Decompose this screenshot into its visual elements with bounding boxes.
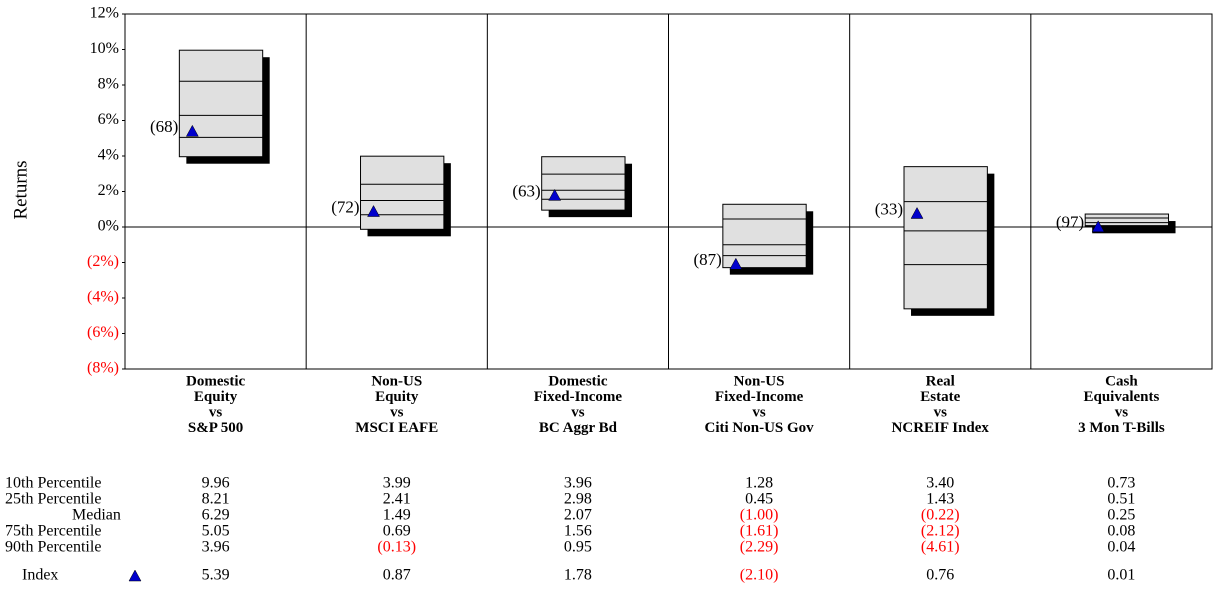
table-value: 1.78 xyxy=(564,567,592,584)
index-marker xyxy=(910,206,924,219)
category-label: Fixed-Income xyxy=(715,389,804,405)
table-value: (2.10) xyxy=(740,567,779,584)
category-label: vs xyxy=(209,404,223,420)
row-label: Index xyxy=(22,567,58,584)
table-value: 0.73 xyxy=(1107,475,1135,492)
index-marker xyxy=(1091,220,1105,233)
index-marker xyxy=(548,188,562,201)
rank-label: (72) xyxy=(331,197,359,216)
y-tick-label: 2% xyxy=(98,182,119,199)
category-label: Estate xyxy=(920,389,960,405)
table-value: (0.22) xyxy=(921,507,960,524)
table-value: 0.01 xyxy=(1107,567,1135,584)
category-label: 3 Mon T-Bills xyxy=(1078,420,1165,436)
box xyxy=(360,155,445,230)
category-label: Equity xyxy=(194,389,238,405)
category-label: vs xyxy=(390,404,404,420)
category-label: Non-US xyxy=(734,373,785,389)
row-label: 90th Percentile xyxy=(5,539,101,556)
category-label: Real xyxy=(926,373,955,389)
row-label: Median xyxy=(72,507,121,524)
category-label: vs xyxy=(752,404,766,420)
y-tick-label: 4% xyxy=(98,147,119,164)
table-value: 6.29 xyxy=(202,507,230,524)
index-marker xyxy=(185,124,199,137)
category-label: Cash xyxy=(1105,373,1138,389)
category-label: MSCI EAFE xyxy=(355,420,438,436)
table-value: (4.61) xyxy=(921,539,960,556)
legend-marker xyxy=(128,569,142,582)
category-label: Equivalents xyxy=(1083,389,1159,405)
table-value: 1.49 xyxy=(383,507,411,524)
y-tick-label: 10% xyxy=(90,40,119,57)
table-value: 3.96 xyxy=(564,475,592,492)
box xyxy=(1084,213,1170,227)
table-value: 8.21 xyxy=(202,491,230,508)
table-value: 0.25 xyxy=(1107,507,1135,524)
box xyxy=(722,203,807,269)
y-tick-label: 8% xyxy=(98,76,119,93)
y-tick-label: (8%) xyxy=(87,360,119,377)
category-label: Equity xyxy=(375,389,419,405)
table-value: 0.95 xyxy=(564,539,592,556)
index-marker xyxy=(729,257,743,270)
rank-label: (87) xyxy=(694,250,722,269)
table-value: 5.39 xyxy=(202,567,230,584)
category-label: vs xyxy=(571,404,585,420)
table-value: 0.51 xyxy=(1107,491,1135,508)
rank-label: (68) xyxy=(150,117,178,136)
box xyxy=(178,49,264,158)
index-marker xyxy=(367,205,380,217)
table-value: 0.04 xyxy=(1107,539,1135,556)
table-value: 3.96 xyxy=(202,539,230,556)
table-value: 0.87 xyxy=(383,567,411,584)
table-value: (1.00) xyxy=(740,507,779,524)
box xyxy=(903,166,988,310)
category-label: Non-US xyxy=(371,373,422,389)
table-value: 0.76 xyxy=(926,567,954,584)
category-label: Domestic xyxy=(548,373,607,389)
table-value: 5.05 xyxy=(202,523,230,540)
y-axis-title: Returns xyxy=(10,160,31,219)
table-value: (2.12) xyxy=(921,523,960,540)
table-value: 2.07 xyxy=(564,507,592,524)
category-label: Citi Non-US Gov xyxy=(704,420,814,436)
y-tick-label: (4%) xyxy=(87,289,119,306)
table-value: (2.29) xyxy=(740,539,779,556)
table-value: 3.99 xyxy=(383,475,411,492)
y-tick-label: 0% xyxy=(98,218,119,235)
category-label: S&P 500 xyxy=(188,420,243,436)
rank-label: (33) xyxy=(875,199,903,218)
table-value: (1.61) xyxy=(740,523,779,540)
table-value: 1.56 xyxy=(564,523,592,540)
table-value: 0.45 xyxy=(745,491,773,508)
category-label: vs xyxy=(1115,404,1129,420)
y-tick-label: 12% xyxy=(90,5,119,22)
category-label: Fixed-Income xyxy=(534,389,623,405)
table-value: 3.40 xyxy=(926,475,954,492)
rank-label: (63) xyxy=(512,181,540,200)
table-value: 1.43 xyxy=(926,491,954,508)
category-label: BC Aggr Bd xyxy=(539,420,618,436)
y-tick-label: 6% xyxy=(98,111,119,128)
table-value: 9.96 xyxy=(202,475,230,492)
table-value: 2.98 xyxy=(564,491,592,508)
category-label: NCREIF Index xyxy=(892,420,990,436)
table-value: 2.41 xyxy=(383,491,411,508)
category-label: Domestic xyxy=(186,373,245,389)
row-label: 10th Percentile xyxy=(5,475,101,492)
box xyxy=(541,156,626,211)
table-value: 0.69 xyxy=(383,523,411,540)
rank-label: (97) xyxy=(1056,213,1084,232)
y-tick-label: (6%) xyxy=(87,324,119,341)
row-label: 75th Percentile xyxy=(5,523,101,540)
y-tick-label: (2%) xyxy=(87,253,119,270)
table-value: 0.08 xyxy=(1107,523,1135,540)
category-label: vs xyxy=(934,404,948,420)
row-label: 25th Percentile xyxy=(5,491,101,508)
table-value: (0.13) xyxy=(377,539,416,556)
table-value: 1.28 xyxy=(745,475,773,492)
